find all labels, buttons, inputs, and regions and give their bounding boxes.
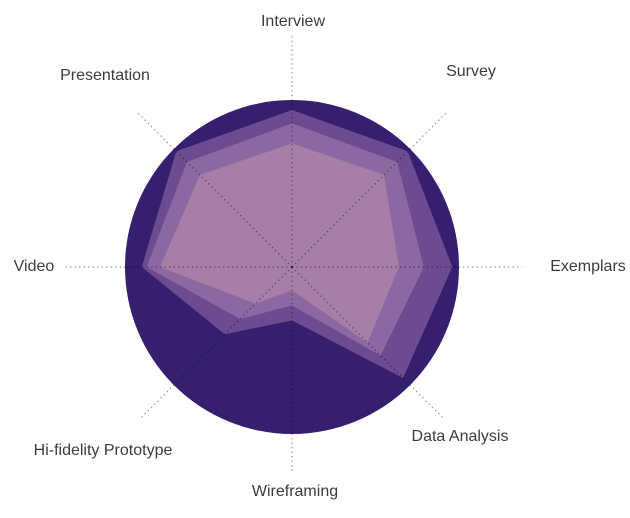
axis-line-presentation <box>135 110 293 268</box>
axis-label-survey: Survey <box>446 63 496 80</box>
axis-line-survey <box>291 110 449 268</box>
axis-label-exemplars: Exemplars <box>550 258 626 275</box>
axis-label-interview: Interview <box>260 13 326 30</box>
axis-label-wireframing: Wireframing <box>251 483 339 500</box>
axis-label-data-analysis: Data Analysis <box>411 428 509 445</box>
axis-label-presentation: Presentation <box>60 67 150 84</box>
radar-series-layer-inner <box>160 143 399 343</box>
axis-label-video: Video <box>13 258 55 275</box>
axis-label-hi-fidelity-prototype: Hi-fidelity Prototype <box>33 442 173 459</box>
